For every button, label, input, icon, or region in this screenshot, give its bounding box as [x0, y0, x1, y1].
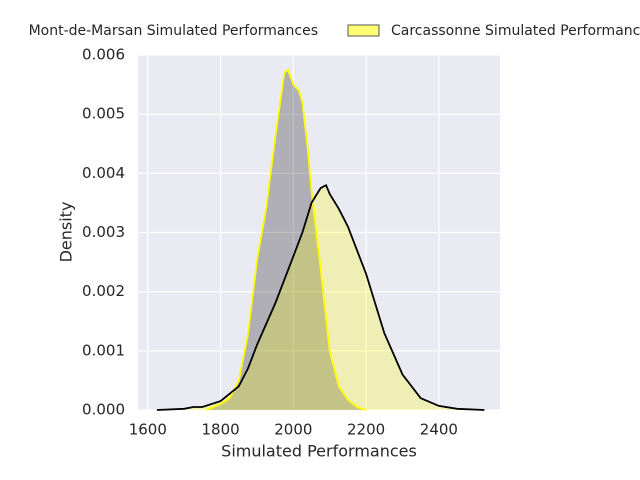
x-tick-label: 2200 [347, 421, 385, 439]
y-tick-label: 0.001 [82, 341, 125, 359]
y-axis-label: Density [57, 202, 76, 263]
legend-swatch [347, 24, 380, 37]
y-tick-label: 0.005 [82, 105, 125, 123]
legend-label: Carcassonne Simulated Performances [391, 23, 640, 39]
x-tick-label: 2000 [274, 421, 312, 439]
density-area [156, 185, 485, 410]
x-tick-label: 1800 [201, 421, 239, 439]
density-line [205, 68, 367, 411]
density-line [156, 183, 485, 411]
y-tick-label: 0.003 [82, 223, 125, 241]
y-tick-label: 0.004 [82, 164, 125, 182]
x-tick-label: 1600 [129, 421, 167, 439]
x-tick-label: 2400 [420, 421, 458, 439]
y-tick-label: 0.002 [82, 282, 125, 300]
legend-label: Mont-de-Marsan Simulated Performances [29, 23, 318, 39]
y-tick-label: 0.000 [82, 401, 125, 419]
x-axis-label: Simulated Performances [221, 442, 417, 461]
y-tick-label: 0.006 [82, 46, 125, 64]
